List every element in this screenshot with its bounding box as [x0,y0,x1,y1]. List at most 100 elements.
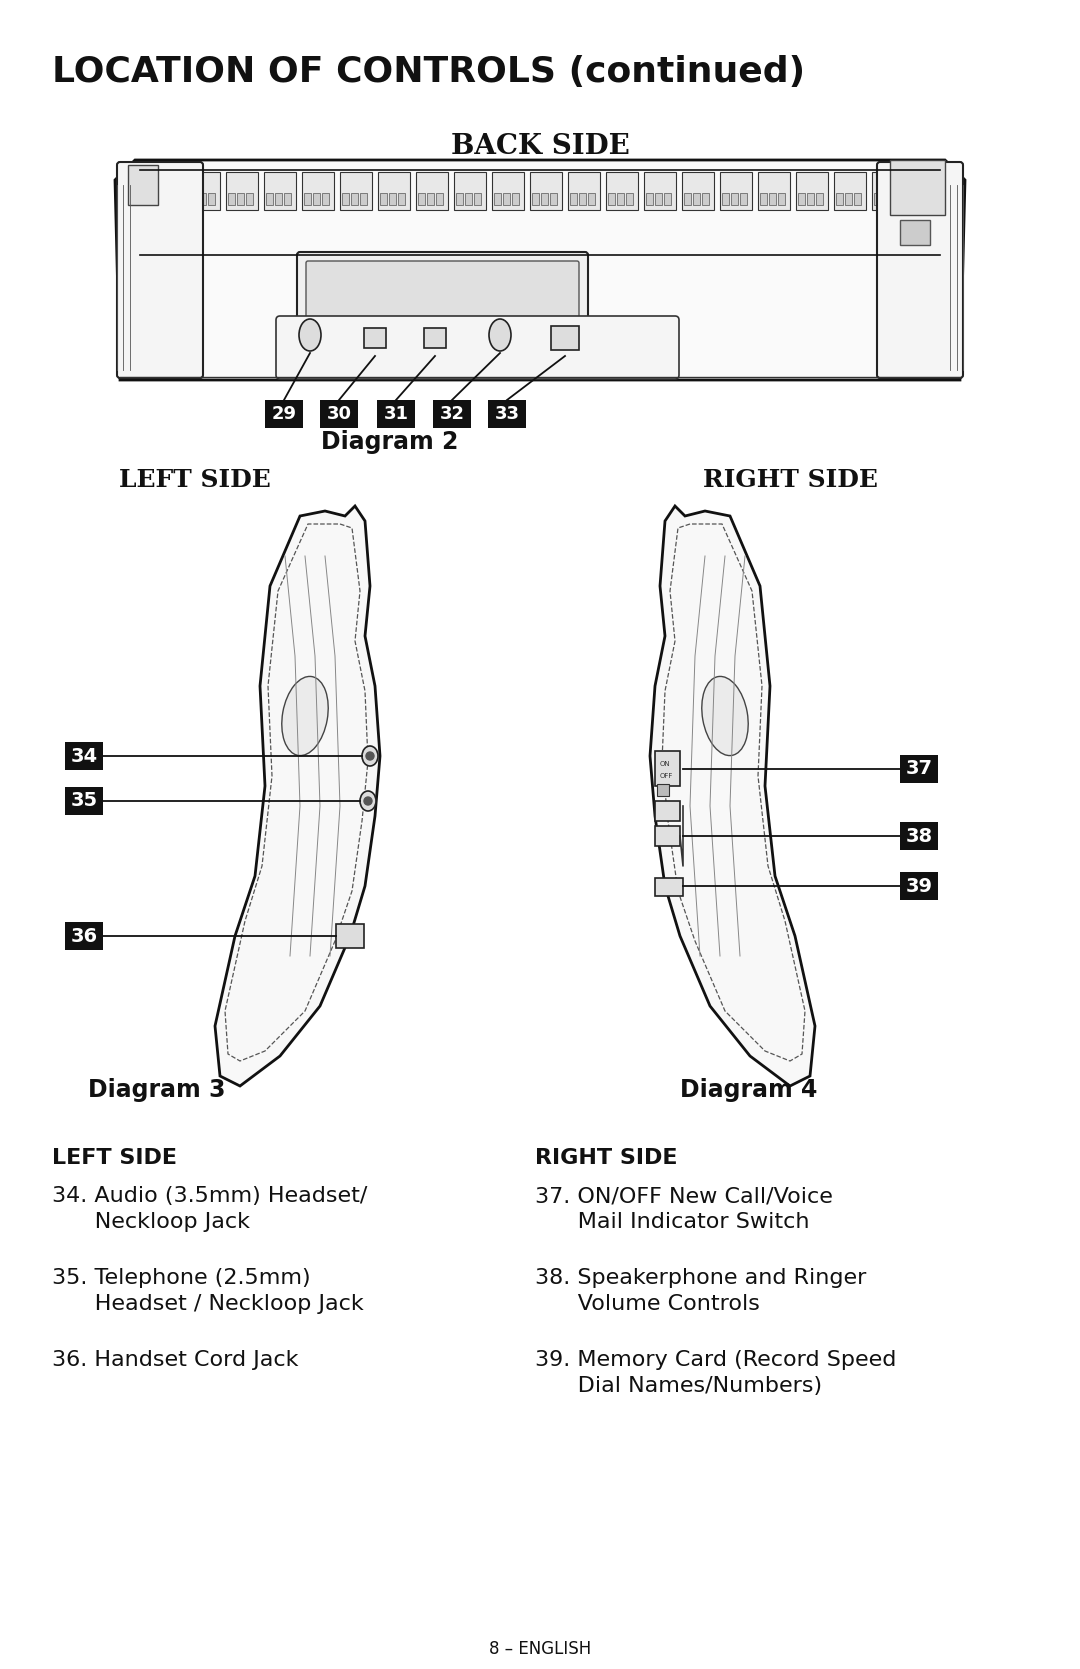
Bar [65,921,103,950]
Bar [874,194,881,205]
Bar [579,194,586,205]
Bar [769,194,777,205]
Polygon shape [114,160,966,381]
Bar [494,194,501,205]
Bar [854,194,861,205]
Bar [340,172,372,210]
Text: 38. Speakerphone and Ringer
      Volume Controls: 38. Speakerphone and Ringer Volume Contr… [535,1268,866,1314]
Text: RIGHT SIDE: RIGHT SIDE [535,1148,677,1168]
Bar [492,172,524,210]
Bar [152,194,159,205]
Bar [654,826,680,846]
Bar [336,925,364,948]
Bar [399,194,405,205]
Text: 32: 32 [440,406,464,422]
Ellipse shape [702,676,748,756]
Bar [816,194,823,205]
Bar [512,194,519,205]
Bar [541,194,548,205]
Bar [237,194,244,205]
Bar [150,172,183,210]
Polygon shape [215,506,380,1087]
Bar [418,194,426,205]
Text: LEFT SIDE: LEFT SIDE [119,467,271,492]
Bar [284,194,291,205]
Text: 29: 29 [271,406,297,422]
Bar [654,194,662,205]
Text: 35. Telephone (2.5mm)
      Headset / Neckloop Jack: 35. Telephone (2.5mm) Headset / Neckloop… [52,1268,364,1314]
Text: RIGHT SIDE: RIGHT SIDE [703,467,877,492]
Text: 33: 33 [495,406,519,422]
Text: ON: ON [660,761,671,768]
Bar [684,194,691,205]
Bar [654,878,683,896]
Bar [532,194,539,205]
Bar [872,172,904,210]
Text: 37: 37 [905,759,932,778]
Text: 36: 36 [70,926,97,946]
Bar [570,194,577,205]
Bar [606,172,638,210]
Bar [664,194,671,205]
FancyBboxPatch shape [297,252,588,334]
Bar [208,194,215,205]
Bar [626,194,633,205]
Text: 39. Memory Card (Record Speed
      Dial Names/Numbers): 39. Memory Card (Record Speed Dial Names… [535,1350,896,1395]
Ellipse shape [360,791,376,811]
Text: OFF: OFF [660,773,673,779]
Bar [617,194,624,205]
FancyBboxPatch shape [276,315,679,379]
Bar [723,194,729,205]
Bar [731,194,738,205]
Bar [380,194,387,205]
Bar [740,194,747,205]
Bar [883,194,890,205]
Bar [568,172,600,210]
Text: 30: 30 [326,406,351,422]
Bar [199,194,206,205]
Bar [161,194,168,205]
Bar [900,220,930,245]
Bar [488,401,526,427]
Bar [436,194,443,205]
Bar [900,754,939,783]
Bar [646,194,653,205]
Bar [836,194,843,205]
Bar [588,194,595,205]
Bar [654,801,680,821]
Ellipse shape [282,676,328,756]
Bar [892,194,899,205]
Ellipse shape [489,319,511,350]
Bar [503,194,510,205]
Text: LEFT SIDE: LEFT SIDE [52,1148,177,1168]
Text: 34: 34 [70,746,97,766]
Bar [834,172,866,210]
Bar [465,194,472,205]
Bar [778,194,785,205]
Bar [693,194,700,205]
Bar [433,401,471,427]
Bar [454,172,486,210]
Text: 35: 35 [70,791,97,811]
Bar [275,194,282,205]
Bar [360,194,367,205]
Bar [416,172,448,210]
Bar [900,871,939,900]
FancyBboxPatch shape [877,162,963,377]
Bar [320,401,357,427]
Bar [900,823,939,850]
Text: 38: 38 [905,826,932,846]
Bar [424,329,446,349]
Bar [758,172,789,210]
Polygon shape [650,506,815,1087]
Bar [798,194,805,205]
Bar [303,194,311,205]
Text: 39: 39 [905,876,932,896]
Bar [608,194,615,205]
Bar [228,194,235,205]
Bar [264,172,296,210]
Text: 36. Handset Cord Jack: 36. Handset Cord Jack [52,1350,298,1370]
Bar [796,172,828,210]
FancyBboxPatch shape [117,162,203,377]
Text: 34. Audio (3.5mm) Headset/
      Neckloop Jack: 34. Audio (3.5mm) Headset/ Neckloop Jack [52,1187,367,1232]
